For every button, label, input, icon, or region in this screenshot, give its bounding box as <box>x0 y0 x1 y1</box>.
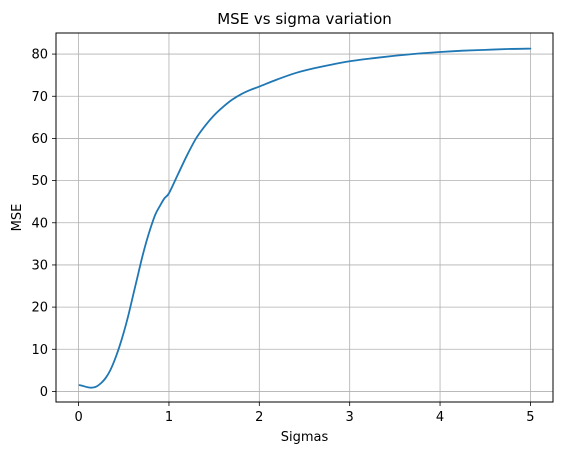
y-tick-label: 30 <box>31 258 48 273</box>
y-tick-label: 0 <box>40 385 48 400</box>
y-tick-label: 20 <box>31 301 48 316</box>
y-tick-label: 70 <box>31 90 48 105</box>
x-tick-label: 0 <box>74 410 82 425</box>
x-tick-label: 5 <box>526 410 534 425</box>
series-line <box>78 47 532 389</box>
y-tick-label: 40 <box>31 216 48 231</box>
y-axis-label: MSE <box>10 204 25 232</box>
y-tick-label: 10 <box>31 343 48 358</box>
x-tick-label: 2 <box>255 410 263 425</box>
y-tick-label: 60 <box>31 132 48 147</box>
grid <box>56 33 553 402</box>
y-tick-label: 50 <box>31 174 48 189</box>
y-tick-label: 80 <box>31 48 48 63</box>
chart-title: MSE vs sigma variation <box>217 10 392 28</box>
x-tick-label: 3 <box>346 410 354 425</box>
x-tick-label: 1 <box>165 410 173 425</box>
x-axis-label: Sigmas <box>281 430 329 445</box>
plot-frame <box>55 32 554 403</box>
series-layer <box>78 47 532 389</box>
x-tick-label: 4 <box>436 410 444 425</box>
